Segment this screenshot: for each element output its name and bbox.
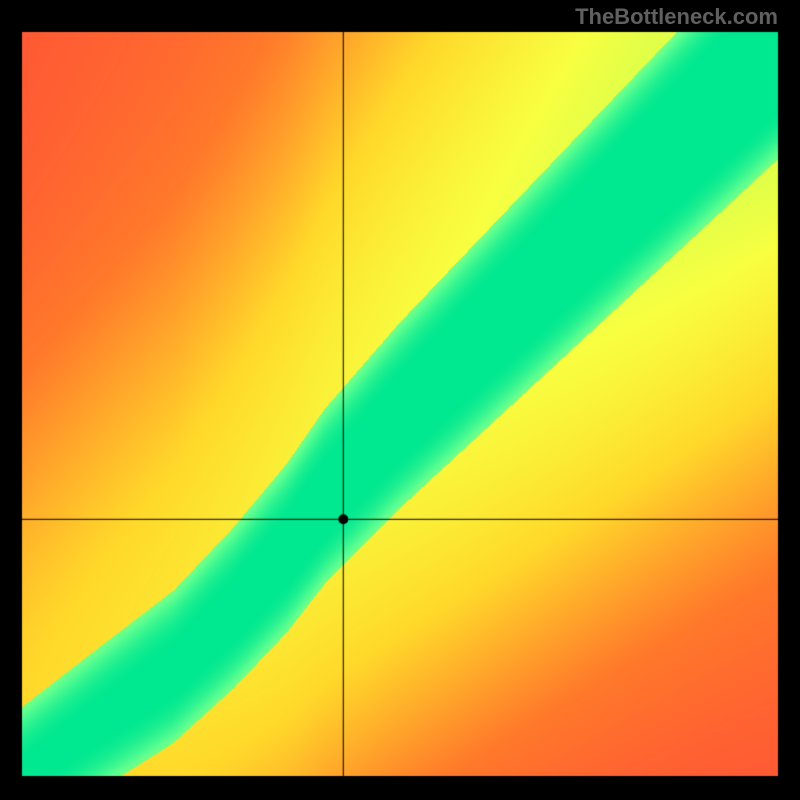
watermark-text: TheBottleneck.com [575,4,778,30]
chart-container: TheBottleneck.com [0,0,800,800]
heatmap-canvas [0,0,800,800]
